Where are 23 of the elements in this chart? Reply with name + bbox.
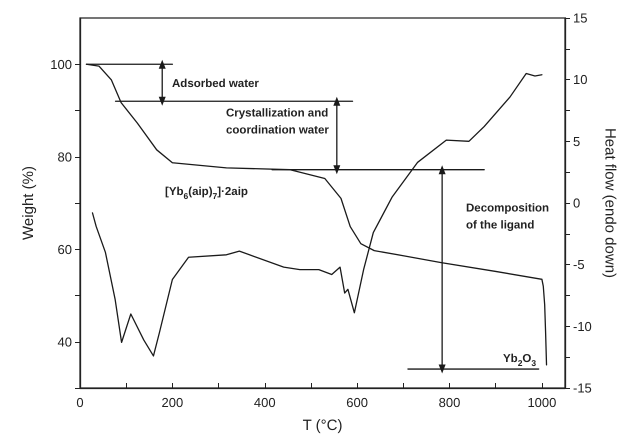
x-tick-label: 0 <box>76 395 84 410</box>
y2-tick-label: 0 <box>573 196 580 210</box>
y-tick-label: 40 <box>58 334 72 350</box>
y-tick-label: 100 <box>50 56 72 72</box>
x-tick-label: 800 <box>438 395 460 410</box>
y2-tick-label: -10 <box>573 318 592 334</box>
y2-tick-label: -15 <box>573 380 592 396</box>
y2-axis-title: Heat flow (endo down) <box>602 128 619 278</box>
y2-tick-label: -5 <box>573 257 585 272</box>
x-tick-label: 200 <box>162 395 184 410</box>
y-tick-label: 60 <box>58 242 72 257</box>
annotation: Adsorbed water <box>172 78 260 90</box>
y2-tick-label: 5 <box>573 134 580 149</box>
y-axis-title: Weight (%) <box>20 166 37 240</box>
annotation: Decomposition of the ligand <box>466 202 550 232</box>
x-tick-label: 1000 <box>527 395 556 410</box>
y-tick-label: 80 <box>58 149 72 164</box>
x-axis-title: T (°C) <box>302 417 342 434</box>
annotation: Crystallization and coordination water <box>226 108 330 136</box>
x-tick-label: 400 <box>254 395 276 410</box>
x-tick-label: 600 <box>346 395 368 410</box>
y2-tick-label: 15 <box>573 10 588 26</box>
y2-tick-label: 10 <box>573 72 588 88</box>
